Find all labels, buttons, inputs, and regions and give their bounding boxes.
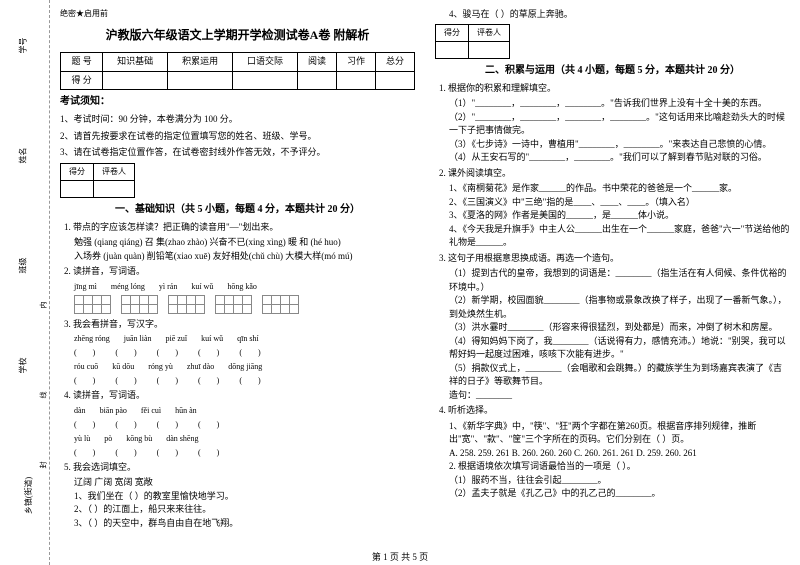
- s2q2-1: 1、《南桐菊花》是作家______的作品。书中荣花的爸爸是一个______家。: [449, 182, 790, 196]
- q5-i2: 2、（ ）的江面上，船只来来往往。: [74, 503, 415, 517]
- q5-i3: 3、（ ）的天空中，群鸟自由自在地飞翔。: [74, 517, 415, 531]
- s2q3-6: 造句：________: [449, 389, 790, 403]
- s2q3-1: （1）提到古代的皇帝，我想到的词语是：________（指生活在有人伺候、条件优…: [449, 267, 790, 294]
- score-h1: 知识基础: [103, 53, 168, 72]
- q2-grid-row: [74, 295, 415, 314]
- secrecy-mark: 绝密★启用前: [60, 8, 415, 20]
- notice-heading: 考试须知：: [60, 94, 415, 109]
- sidebar-label-class: 班级: [18, 258, 29, 274]
- s2q1-2: （2）"________，________，________，________。…: [449, 111, 790, 138]
- notice-1: 1、考试时间：90 分钟，本卷满分为 100 分。: [60, 113, 415, 127]
- notice-3: 3、请在试卷指定位置作答，在试卷密封线外作答无效，不予评分。: [60, 146, 415, 160]
- s2q2-2: 2、《三国演义》中"三绝"指的是____、____、____。（填入名）: [449, 196, 790, 210]
- sidebar-label-name: 姓名: [18, 148, 29, 164]
- q5-words: 辽阔 广阔 宽阔 宽敞: [74, 476, 415, 490]
- q1-line1: 勉强 (qiang qiáng) 召 集(zhao zhào) 兴奋不已(xin…: [74, 236, 415, 250]
- s2q1-1: （1）"________，________，________。"告诉我们世界上没…: [449, 97, 790, 111]
- seal-mark-3: 封: [39, 462, 49, 469]
- content-columns: 绝密★启用前 沪教版六年级语文上学期开学检测试卷A卷 附解析 题 号 知识基础 …: [50, 0, 800, 565]
- section1-title: 一、基础知识（共 5 小题，每题 4 分，本题共计 20 分）: [60, 202, 415, 217]
- q1: 1. 带点的字应该怎样读？把正确的读音用"—"划出来。: [64, 221, 415, 235]
- q2-pinyin-row: jīng mì méng lóng yì rán kuí wǔ hōng kǎo: [74, 281, 415, 293]
- s2q3-2: （2）新学期，校园面貌________（指事物或景象改换了样子，出现了一番新气象…: [449, 294, 790, 321]
- mini-score-table-1: 得分评卷人: [60, 163, 135, 198]
- q4-paren1: ( )( )( )( ): [74, 419, 415, 431]
- s2q2: 2. 课外阅读填空。: [439, 167, 790, 181]
- section2-title: 二、积累与运用（共 4 小题，每题 5 分，本题共计 20 分）: [435, 63, 790, 78]
- q2: 2. 读拼音，写词语。: [64, 265, 415, 279]
- q5-i4: 4、骏马在（ ）的草原上奔驰。: [449, 8, 790, 22]
- seal-mark-1: 内: [39, 302, 49, 309]
- binding-sidebar: 学号 姓名 班级 学校 乡镇(街道): [0, 0, 50, 565]
- s2q1: 1. 根据你的积累和理解填空。: [439, 82, 790, 96]
- s2q1-3: （3）《七步诗》一诗中，曹植用"________，________。"来表达自己…: [449, 138, 790, 152]
- sidebar-label-school: 学校: [18, 358, 29, 374]
- notice-2: 2、请首先按要求在试卷的指定位置填写您的姓名、班级、学号。: [60, 130, 415, 144]
- score-row-label: 得 分: [61, 71, 103, 90]
- score-h2: 积累运用: [168, 53, 233, 72]
- q1-line2: 入场券 (juàn quàn) 削铅笔(xiao xuē) 友好相处(chǔ c…: [74, 250, 415, 264]
- q3-paren2: ( )( )( )( )( ): [74, 375, 415, 387]
- q4-py2: yù lù pò kōng bù dàn shēng: [74, 433, 415, 445]
- q3-py1: zhēng róng juān liàn piē zuǐ kuí wǔ qīn …: [74, 333, 415, 345]
- left-column: 绝密★启用前 沪教版六年级语文上学期开学检测试卷A卷 附解析 题 号 知识基础 …: [60, 8, 415, 550]
- s2q3-4: （4）得知妈妈下岗了，我________（话说得有力，感情充沛。）地说："别哭，…: [449, 335, 790, 362]
- s2q2-4: 4、《今天我是升旗手》中主人公______出生在一个______家庭，爸爸"六一…: [449, 223, 790, 250]
- q5: 5. 我会选词填空。: [64, 461, 415, 475]
- score-h0: 题 号: [61, 53, 103, 72]
- page-footer: 第 1 页 共 5 页: [0, 550, 800, 563]
- score-h6: 总分: [375, 53, 414, 72]
- s2q3-5: （5）捐款仪式上，________（会唱歌和会跳舞。）的藏族学生为到场嘉宾表演了…: [449, 362, 790, 389]
- s2q4-1: 1、《新华字典》中，"筷"、"狂"两个字都在第260页。根据音序排列规律，推断出…: [449, 420, 790, 447]
- s2q2-3: 3、《夏洛的网》作者是美国的______，是______体小说。: [449, 209, 790, 223]
- s2q4-4: （1）服药不当，往往会引起________。: [449, 474, 790, 488]
- score-h5: 习作: [337, 53, 376, 72]
- s2q3: 3. 这句子用根据意思换成语。再选一个造句。: [439, 252, 790, 266]
- q3: 3. 我会看拼音，写汉字。: [64, 318, 415, 332]
- exam-title: 沪教版六年级语文上学期开学检测试卷A卷 附解析: [60, 26, 415, 44]
- s2q4-2: A. 258. 259. 261 B. 260. 260. 260 C. 260…: [449, 447, 790, 461]
- seal-mark-2: 线: [39, 392, 49, 399]
- score-h3: 口语交际: [233, 53, 298, 72]
- sidebar-label-town: 乡镇(街道): [23, 477, 34, 514]
- q4-py1: dàn biān pào fěi cuì hūn àn: [74, 405, 415, 417]
- score-table: 题 号 知识基础 积累运用 口语交际 阅读 习作 总分 得 分: [60, 52, 415, 90]
- q4: 4. 读拼音，写词语。: [64, 389, 415, 403]
- s2q4-3: 2. 根据语境依次填写词语最恰当的一项是（ ）。: [449, 460, 790, 474]
- q3-paren1: ( )( )( )( )( ): [74, 347, 415, 359]
- s2q4-5: （2）孟夫子就是《孔乙己》中的孔乙己的________。: [449, 487, 790, 501]
- sidebar-label-id: 学号: [18, 38, 29, 54]
- right-column: 4、骏马在（ ）的草原上奔驰。 得分评卷人 二、积累与运用（共 4 小题，每题 …: [435, 8, 790, 550]
- s2q4: 4. 听析选择。: [439, 404, 790, 418]
- q3-py2: róu cuō kū dōu róng yù zhuī dào dōng jiā…: [74, 361, 415, 373]
- score-h4: 阅读: [298, 53, 337, 72]
- q5-i1: 1、我们坐在（ ）的教室里愉快地学习。: [74, 490, 415, 504]
- mini-score-table-2: 得分评卷人: [435, 24, 510, 59]
- s2q3-3: （3）洪水霎时________（形容来得很猛烈，到处都是）而来，冲倒了树木和房屋…: [449, 321, 790, 335]
- s2q1-4: （4）从王安石写的"________，________。"我们可以了解到春节贴对…: [449, 151, 790, 165]
- q4-paren2: ( )( )( )( ): [74, 447, 415, 459]
